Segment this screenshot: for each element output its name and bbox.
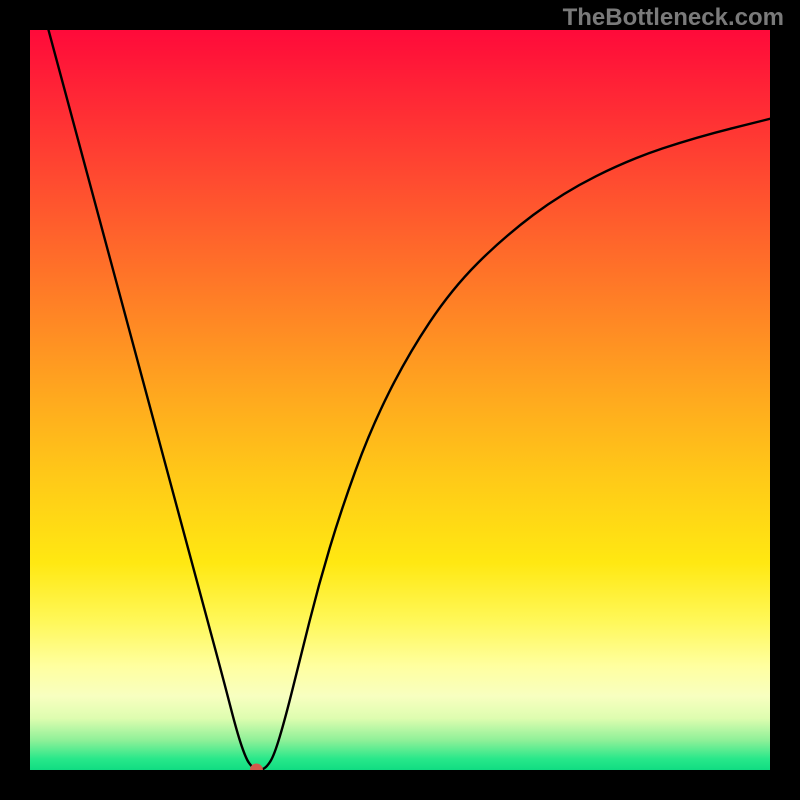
bottleneck-chart: [30, 30, 770, 770]
watermark-text: TheBottleneck.com: [563, 4, 784, 32]
chart-stage: TheBottleneck.com: [0, 0, 800, 800]
plot-background: [30, 30, 770, 770]
plot-area: [30, 30, 770, 770]
